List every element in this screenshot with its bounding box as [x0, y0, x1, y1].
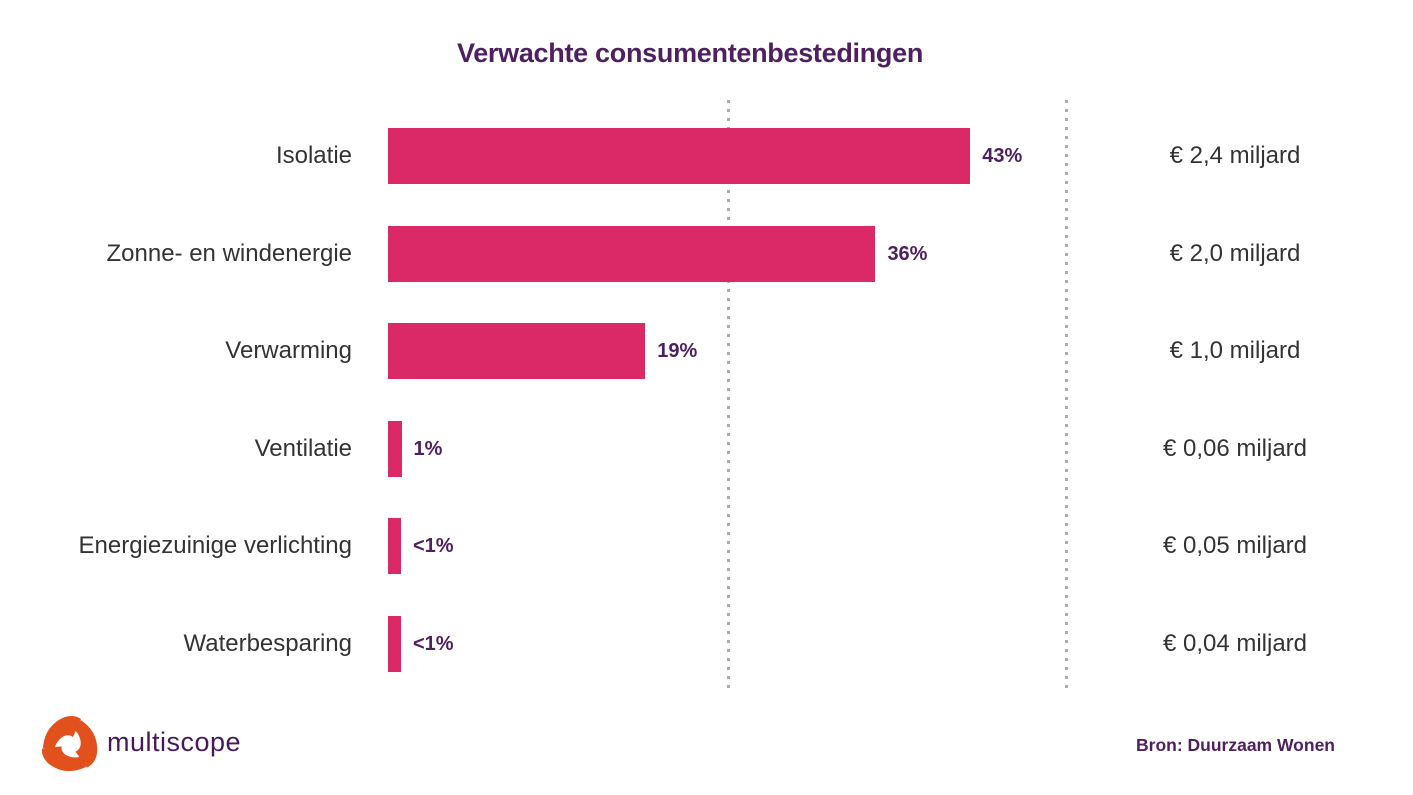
category-label: Isolatie	[275, 142, 352, 169]
category-label: Zonne- en windenergie	[106, 239, 353, 267]
percent-label: 43%	[982, 145, 1023, 167]
chart-row: Energiezuinige verlichting <1% € 0,05 mi…	[0, 518, 1413, 574]
amount-label: € 0,06 miljard	[1162, 434, 1308, 462]
chart-row: Zonne- en windenergie 36% € 2,0 miljard	[0, 225, 1413, 282]
category-label: Energiezuinige verlichting	[78, 532, 353, 559]
amount-label: € 2,4 miljard	[1169, 142, 1301, 169]
chart-row: Waterbesparing <1% € 0,04 miljard	[0, 615, 1413, 672]
percent-label: <1%	[413, 632, 454, 655]
category-label: Verwarming	[225, 337, 352, 364]
category-label: Waterbesparing	[183, 629, 352, 657]
value-bar	[388, 420, 402, 477]
category-label: Ventilatie	[254, 434, 352, 462]
amount-label: € 2,0 miljard	[1169, 239, 1301, 267]
value-bar	[388, 518, 401, 574]
chart-title: Verwachte consumentenbestedingen	[456, 38, 924, 68]
value-bar	[388, 323, 646, 379]
percent-label: 36%	[887, 242, 928, 265]
chart-row: Ventilatie 1% € 0,06 miljard	[0, 420, 1413, 477]
source-credit: Bron: Duurzaam Wonen	[1136, 735, 1335, 755]
value-bar	[388, 128, 971, 184]
value-bar	[388, 615, 401, 672]
chart-row: Verwarming 19% € 1,0 miljard	[0, 323, 1413, 379]
multiscope-logo-text: multiscope	[107, 727, 242, 757]
chart-row: Isolatie 43% € 2,4 miljard	[0, 128, 1413, 184]
amount-label: € 1,0 miljard	[1169, 337, 1301, 364]
amount-label: € 0,05 miljard	[1162, 532, 1308, 559]
percent-label: 1%	[413, 437, 443, 460]
percent-label: 19%	[657, 340, 698, 362]
gridline	[726, 100, 730, 688]
multiscope-logo-icon	[39, 715, 102, 777]
amount-label: € 0,04 miljard	[1162, 629, 1308, 657]
gridline	[1065, 100, 1068, 688]
value-bar	[388, 225, 876, 282]
percent-label: <1%	[413, 535, 454, 557]
